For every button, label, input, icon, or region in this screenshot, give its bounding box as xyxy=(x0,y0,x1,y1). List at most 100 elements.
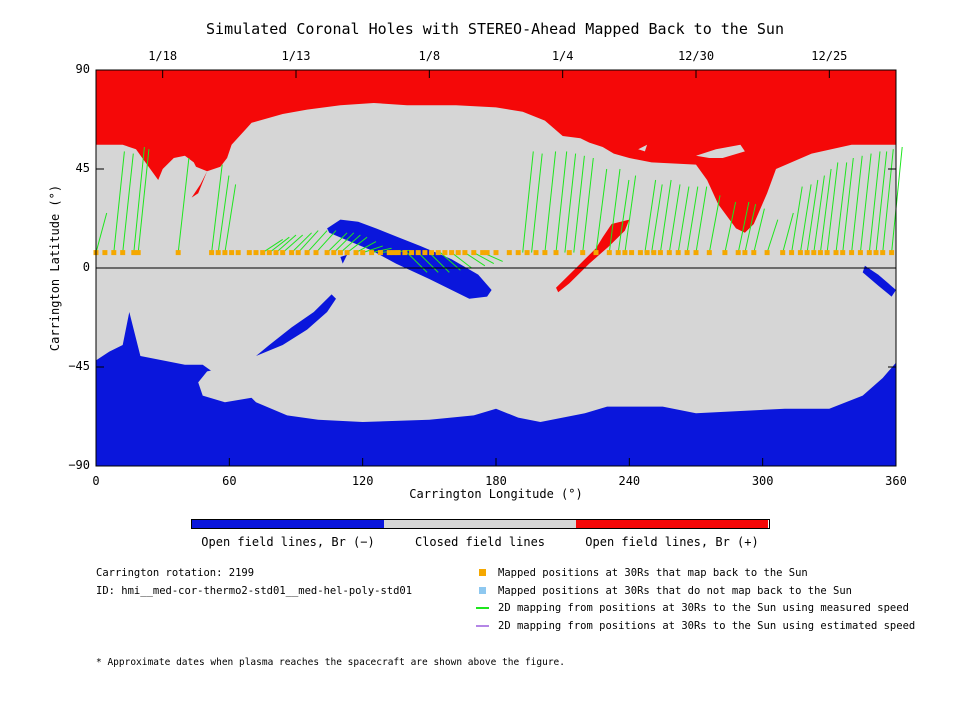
colorbar-label-negative: Open field lines, Br (−) xyxy=(201,535,375,549)
field-line xyxy=(624,175,637,253)
field-line xyxy=(651,184,663,253)
field-line xyxy=(122,153,134,253)
mapped-position-point xyxy=(377,250,383,256)
mapped-position-point xyxy=(135,250,141,256)
field-line xyxy=(668,184,681,253)
field-line xyxy=(868,151,881,253)
mapped-position-point xyxy=(422,250,428,256)
model-id: ID: hmi__med-cor-thermo2-std01__med-hel-… xyxy=(96,585,413,597)
field-line xyxy=(753,208,765,253)
field-line xyxy=(417,252,439,273)
field-line xyxy=(724,201,737,253)
mapped-position-point xyxy=(111,250,117,256)
legend-unmapped-text: Mapped positions at 30Rs that do not map… xyxy=(498,585,853,597)
field-line xyxy=(544,151,557,253)
mapped-position-point xyxy=(797,250,803,256)
field-line xyxy=(686,186,699,253)
mapped-position-point xyxy=(260,250,266,256)
colorbar-positive xyxy=(576,520,768,528)
y-tick-label: 0 xyxy=(82,260,90,274)
mapped-position-point xyxy=(253,250,259,256)
mapped-position-point xyxy=(246,250,252,256)
mapped-position-point xyxy=(751,250,757,256)
field-line xyxy=(819,168,832,253)
mapped-position-point xyxy=(289,250,295,256)
field-line xyxy=(859,153,872,253)
field-line xyxy=(268,236,290,253)
mapped-position-point xyxy=(629,250,635,256)
field-line xyxy=(275,234,297,253)
field-line xyxy=(659,179,672,253)
mapped-position-point xyxy=(644,250,650,256)
mapped-position-point xyxy=(266,250,272,256)
mapped-position-point xyxy=(706,250,712,256)
field-line xyxy=(882,149,894,253)
mapped-position-point xyxy=(889,250,895,256)
mapped-position-point xyxy=(515,250,521,256)
mapped-position-point xyxy=(344,250,350,256)
mapped-position-point xyxy=(455,250,461,256)
mapped-position-point xyxy=(804,250,810,256)
mapped-position-point xyxy=(442,250,448,256)
mapped-position-point xyxy=(304,250,310,256)
mapped-position-point xyxy=(102,250,108,256)
mapped-position-point xyxy=(462,250,468,256)
field-line xyxy=(617,179,630,253)
y-tick-label: 90 xyxy=(75,62,90,76)
mapped-position-point xyxy=(131,250,137,256)
mapped-position-point xyxy=(429,250,435,256)
mapped-position-point xyxy=(295,250,301,256)
field-line xyxy=(806,179,819,253)
mapped-position-point xyxy=(435,250,441,256)
field-line xyxy=(891,146,903,253)
x-tick-label: 60 xyxy=(222,474,237,488)
carrington-rotation: Carrington rotation: 2199 xyxy=(96,567,255,579)
legend-measured-line xyxy=(476,607,489,609)
mapped-position-point xyxy=(824,250,830,256)
open-negative-fragment xyxy=(340,254,348,264)
legend-measured-text: 2D mapping from positions at 30Rs to the… xyxy=(498,602,909,614)
field-line xyxy=(835,162,848,253)
mapped-position-point xyxy=(480,250,486,256)
field-line xyxy=(282,234,304,253)
top-date-label: 12/25 xyxy=(811,49,848,63)
mapped-position-point xyxy=(651,250,657,256)
closed-island-south xyxy=(198,367,265,403)
closed-island-small xyxy=(638,144,648,152)
mapped-position-point xyxy=(209,250,215,256)
mapped-position-point xyxy=(606,250,612,256)
field-line xyxy=(137,149,150,253)
mapped-position-point xyxy=(566,250,572,256)
field-line xyxy=(306,230,328,253)
mapped-position-point xyxy=(506,250,512,256)
mapped-position-point xyxy=(811,250,817,256)
mapped-position-point xyxy=(789,250,795,256)
top-date-label: 1/8 xyxy=(418,49,441,63)
field-line xyxy=(842,157,854,253)
legend-mapped-marker xyxy=(479,569,486,576)
mapped-position-point xyxy=(337,250,343,256)
field-line xyxy=(522,151,534,253)
mapped-position-point xyxy=(764,250,770,256)
mapped-position-point xyxy=(780,250,786,256)
mapped-position-point xyxy=(280,250,286,256)
field-line xyxy=(695,186,708,253)
mapped-position-point xyxy=(360,250,366,256)
top-date-label: 1/18 xyxy=(148,49,178,63)
mapped-position-point xyxy=(553,250,559,256)
open-positive-north-hole xyxy=(96,70,896,233)
field-line xyxy=(791,186,803,253)
y-tick-label: −45 xyxy=(68,359,90,373)
colorbar-label-positive: Open field lines, Br (+) xyxy=(585,535,759,549)
field-line xyxy=(766,219,779,253)
mapped-position-point xyxy=(684,250,690,256)
field-line xyxy=(224,184,237,253)
colorbar-negative xyxy=(192,520,384,528)
mapped-position-point xyxy=(742,250,748,256)
mapped-position-point xyxy=(524,250,530,256)
mapped-position-point xyxy=(857,250,863,256)
x-tick-label: 300 xyxy=(751,474,774,488)
field-line xyxy=(708,195,721,253)
mapped-position-point xyxy=(313,250,319,256)
mapped-position-point xyxy=(484,250,490,256)
